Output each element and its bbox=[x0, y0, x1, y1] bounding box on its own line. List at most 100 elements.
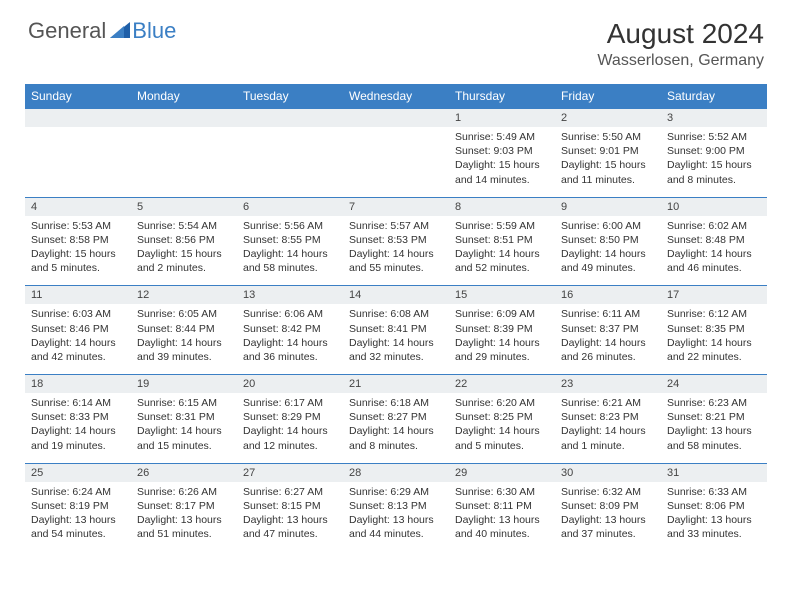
day-number-row: 45678910 bbox=[25, 197, 767, 216]
page-title: August 2024 bbox=[597, 18, 764, 50]
day-number: 2 bbox=[561, 112, 567, 124]
day-detail-row: Sunrise: 6:14 AMSunset: 8:33 PMDaylight:… bbox=[25, 393, 767, 463]
day-detail-cell bbox=[343, 127, 449, 197]
day-number-cell: 12 bbox=[131, 286, 237, 305]
sunrise-text: Sunrise: 5:57 AM bbox=[349, 219, 443, 233]
day-detail-cell: Sunrise: 6:17 AMSunset: 8:29 PMDaylight:… bbox=[237, 393, 343, 463]
day-number-row: 12 3 bbox=[25, 109, 767, 128]
day-number: 13 bbox=[243, 289, 255, 301]
sunset-text: Sunset: 8:46 PM bbox=[31, 322, 125, 336]
weekday-header: Sunday bbox=[25, 84, 131, 109]
sunrise-text: Sunrise: 5:49 AM bbox=[455, 130, 549, 144]
day-number: 4 bbox=[31, 201, 37, 213]
weekday-header: Monday bbox=[131, 84, 237, 109]
sunset-text: Sunset: 8:27 PM bbox=[349, 410, 443, 424]
sunset-text: Sunset: 8:19 PM bbox=[31, 499, 125, 513]
sunset-text: Sunset: 8:39 PM bbox=[455, 322, 549, 336]
daylight-text: Daylight: 14 hours and 36 minutes. bbox=[243, 336, 337, 364]
day-number-cell: 3 bbox=[661, 109, 767, 128]
day-number: 19 bbox=[137, 378, 149, 390]
day-number: 7 bbox=[349, 201, 355, 213]
daylight-text: Daylight: 15 hours and 11 minutes. bbox=[561, 158, 655, 186]
day-detail-cell: Sunrise: 6:14 AMSunset: 8:33 PMDaylight:… bbox=[25, 393, 131, 463]
day-detail-cell bbox=[237, 127, 343, 197]
sunset-text: Sunset: 8:50 PM bbox=[561, 233, 655, 247]
day-number-cell: 13 bbox=[237, 286, 343, 305]
day-number: 23 bbox=[561, 378, 573, 390]
sunrise-text: Sunrise: 6:18 AM bbox=[349, 396, 443, 410]
day-number-cell: 8 bbox=[449, 197, 555, 216]
day-number: 9 bbox=[561, 201, 567, 213]
day-number-row: 18192021222324 bbox=[25, 375, 767, 394]
sunrise-text: Sunrise: 6:32 AM bbox=[561, 485, 655, 499]
day-number: 14 bbox=[349, 289, 361, 301]
sunset-text: Sunset: 8:06 PM bbox=[667, 499, 761, 513]
sunset-text: Sunset: 8:56 PM bbox=[137, 233, 231, 247]
day-number-cell: 22 bbox=[449, 375, 555, 394]
day-number-cell: 6 bbox=[237, 197, 343, 216]
day-number-cell: 10 bbox=[661, 197, 767, 216]
day-number-cell: 11 bbox=[25, 286, 131, 305]
daylight-text: Daylight: 13 hours and 37 minutes. bbox=[561, 513, 655, 541]
sunrise-text: Sunrise: 6:02 AM bbox=[667, 219, 761, 233]
day-number-cell: 7 bbox=[343, 197, 449, 216]
day-number-cell: 15 bbox=[449, 286, 555, 305]
sunrise-text: Sunrise: 6:23 AM bbox=[667, 396, 761, 410]
sunset-text: Sunset: 8:31 PM bbox=[137, 410, 231, 424]
daylight-text: Daylight: 13 hours and 51 minutes. bbox=[137, 513, 231, 541]
day-detail-cell bbox=[25, 127, 131, 197]
location-label: Wasserlosen, Germany bbox=[597, 52, 764, 70]
daylight-text: Daylight: 14 hours and 15 minutes. bbox=[137, 424, 231, 452]
day-number: 27 bbox=[243, 467, 255, 479]
day-detail-cell: Sunrise: 6:33 AMSunset: 8:06 PMDaylight:… bbox=[661, 482, 767, 552]
brand-part1: General bbox=[28, 18, 106, 44]
weekday-header: Thursday bbox=[449, 84, 555, 109]
daylight-text: Daylight: 14 hours and 39 minutes. bbox=[137, 336, 231, 364]
day-number-cell: 17 bbox=[661, 286, 767, 305]
sunrise-text: Sunrise: 6:26 AM bbox=[137, 485, 231, 499]
day-number-cell: 4 bbox=[25, 197, 131, 216]
sunrise-text: Sunrise: 6:27 AM bbox=[243, 485, 337, 499]
day-number-cell: 2 bbox=[555, 109, 661, 128]
day-number-cell: 23 bbox=[555, 375, 661, 394]
weekday-header-row: Sunday Monday Tuesday Wednesday Thursday… bbox=[25, 84, 767, 109]
sunset-text: Sunset: 8:21 PM bbox=[667, 410, 761, 424]
sunset-text: Sunset: 8:17 PM bbox=[137, 499, 231, 513]
day-detail-cell: Sunrise: 6:02 AMSunset: 8:48 PMDaylight:… bbox=[661, 216, 767, 286]
day-number: 6 bbox=[243, 201, 249, 213]
day-number: 17 bbox=[667, 289, 679, 301]
daylight-text: Daylight: 15 hours and 2 minutes. bbox=[137, 247, 231, 275]
day-number-row: 25262728293031 bbox=[25, 463, 767, 482]
day-number: 15 bbox=[455, 289, 467, 301]
day-detail-row: Sunrise: 6:24 AMSunset: 8:19 PMDaylight:… bbox=[25, 482, 767, 552]
day-detail-row: Sunrise: 6:03 AMSunset: 8:46 PMDaylight:… bbox=[25, 304, 767, 374]
title-block: August 2024 Wasserlosen, Germany bbox=[597, 18, 764, 70]
day-number-cell: 9 bbox=[555, 197, 661, 216]
sunrise-text: Sunrise: 5:59 AM bbox=[455, 219, 549, 233]
day-number: 21 bbox=[349, 378, 361, 390]
daylight-text: Daylight: 13 hours and 58 minutes. bbox=[667, 424, 761, 452]
day-number-cell: 1 bbox=[449, 109, 555, 128]
sunset-text: Sunset: 8:41 PM bbox=[349, 322, 443, 336]
day-detail-cell: Sunrise: 6:30 AMSunset: 8:11 PMDaylight:… bbox=[449, 482, 555, 552]
day-number-cell bbox=[237, 109, 343, 128]
day-number-cell bbox=[25, 109, 131, 128]
day-number-cell: 14 bbox=[343, 286, 449, 305]
sunrise-text: Sunrise: 5:52 AM bbox=[667, 130, 761, 144]
day-number: 26 bbox=[137, 467, 149, 479]
sunset-text: Sunset: 8:33 PM bbox=[31, 410, 125, 424]
day-number-cell: 20 bbox=[237, 375, 343, 394]
day-detail-cell: Sunrise: 6:23 AMSunset: 8:21 PMDaylight:… bbox=[661, 393, 767, 463]
triangle-icon bbox=[110, 20, 130, 43]
day-detail-cell: Sunrise: 5:53 AMSunset: 8:58 PMDaylight:… bbox=[25, 216, 131, 286]
day-number-cell: 26 bbox=[131, 463, 237, 482]
daylight-text: Daylight: 14 hours and 12 minutes. bbox=[243, 424, 337, 452]
daylight-text: Daylight: 14 hours and 5 minutes. bbox=[455, 424, 549, 452]
day-detail-cell: Sunrise: 5:54 AMSunset: 8:56 PMDaylight:… bbox=[131, 216, 237, 286]
sunrise-text: Sunrise: 6:30 AM bbox=[455, 485, 549, 499]
sunset-text: Sunset: 8:55 PM bbox=[243, 233, 337, 247]
daylight-text: Daylight: 13 hours and 33 minutes. bbox=[667, 513, 761, 541]
day-detail-cell: Sunrise: 6:00 AMSunset: 8:50 PMDaylight:… bbox=[555, 216, 661, 286]
day-detail-cell: Sunrise: 5:50 AMSunset: 9:01 PMDaylight:… bbox=[555, 127, 661, 197]
day-number: 11 bbox=[31, 289, 42, 301]
